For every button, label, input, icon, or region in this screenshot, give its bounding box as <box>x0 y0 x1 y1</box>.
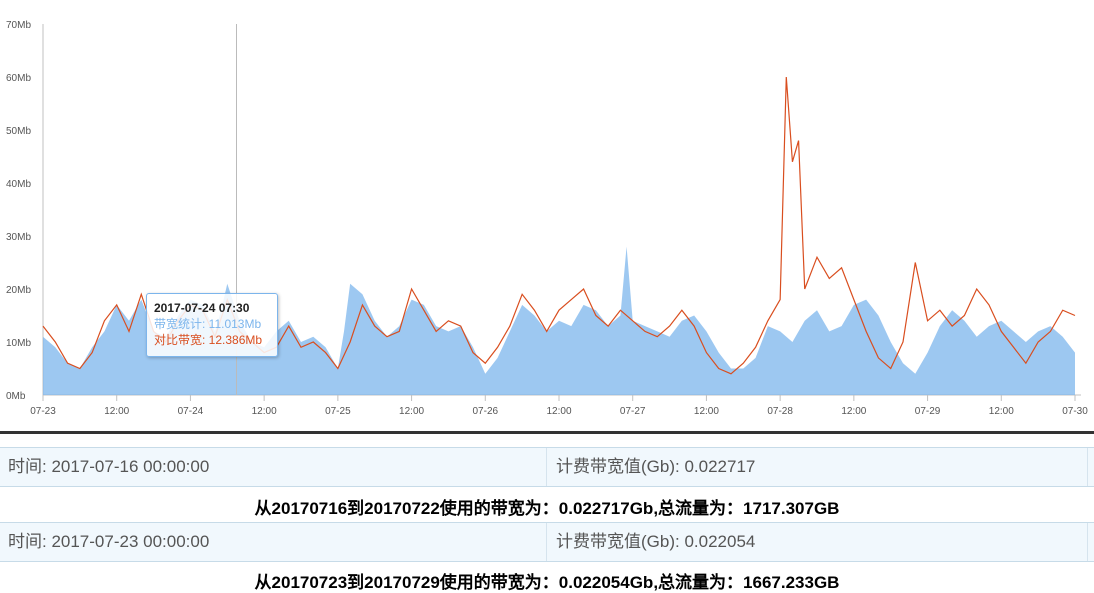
x-tick-label: 07-26 <box>472 406 498 417</box>
x-tick-label: 12:00 <box>104 406 129 417</box>
time-label: 时间: 2017-07-23 00:00:00 <box>0 523 547 561</box>
x-tick-label: 07-27 <box>620 406 646 417</box>
x-tick-label: 07-28 <box>767 406 793 417</box>
x-tick-label: 12:00 <box>841 406 866 417</box>
x-tick-label: 12:00 <box>252 406 277 417</box>
x-tick-label: 12:00 <box>989 406 1014 417</box>
chart-tooltip: 2017-07-24 07:30 带宽统计: 11.013Mb 对比带宽: 12… <box>146 293 278 357</box>
chart-divider <box>0 431 1094 434</box>
tooltip-series-compare: 对比带宽: 12.386Mb <box>154 332 270 348</box>
x-tick-label: 12:00 <box>546 406 571 417</box>
x-tick-label: 07-23 <box>30 406 56 417</box>
time-label: 时间: 2017-07-16 00:00:00 <box>0 448 547 486</box>
y-tick-label: 10Mb <box>6 338 31 349</box>
y-tick-label: 40Mb <box>6 179 31 190</box>
y-tick-label: 0Mb <box>6 391 26 402</box>
y-tick-label: 20Mb <box>6 285 31 296</box>
y-tick-label: 70Mb <box>6 20 31 31</box>
chart-svg: 0Mb 10Mb 20Mb 30Mb 40Mb 50Mb 60Mb 70Mb 07-23 12:0… <box>0 0 1094 432</box>
usage-summary-week1: 从20170716到20170722使用的带宽为：0.022717Gb,总流量为… <box>0 494 1094 519</box>
y-tick-label: 50Mb <box>6 126 31 137</box>
x-tick-label: 07-29 <box>915 406 941 417</box>
x-tick-label: 07-24 <box>178 406 204 417</box>
bandwidth-chart: 0Mb 10Mb 20Mb 30Mb 40Mb 50Mb 60Mb 70Mb 07-23 12:0… <box>0 0 1094 432</box>
info-row-week1: 时间: 2017-07-16 00:00:00 计费带宽值(Gb): 0.022… <box>0 447 1094 487</box>
x-tick-label: 12:00 <box>399 406 424 417</box>
tooltip-title: 2017-07-24 07:30 <box>154 300 270 316</box>
y-tick-label: 30Mb <box>6 232 31 243</box>
x-tick-label: 07-25 <box>325 406 351 417</box>
y-tick-label: 60Mb <box>6 73 31 84</box>
tooltip-series-bandwidth: 带宽统计: 11.013Mb <box>154 316 270 332</box>
info-row-week2: 时间: 2017-07-23 00:00:00 计费带宽值(Gb): 0.022… <box>0 522 1094 562</box>
x-tick-label: 12:00 <box>694 406 719 417</box>
usage-summary-week2: 从20170723到20170729使用的带宽为：0.022054Gb,总流量为… <box>0 568 1094 593</box>
billing-value: 计费带宽值(Gb): 0.022717 <box>548 448 1088 486</box>
billing-value: 计费带宽值(Gb): 0.022054 <box>548 523 1088 561</box>
x-tick-label: 07-30 <box>1062 406 1088 417</box>
